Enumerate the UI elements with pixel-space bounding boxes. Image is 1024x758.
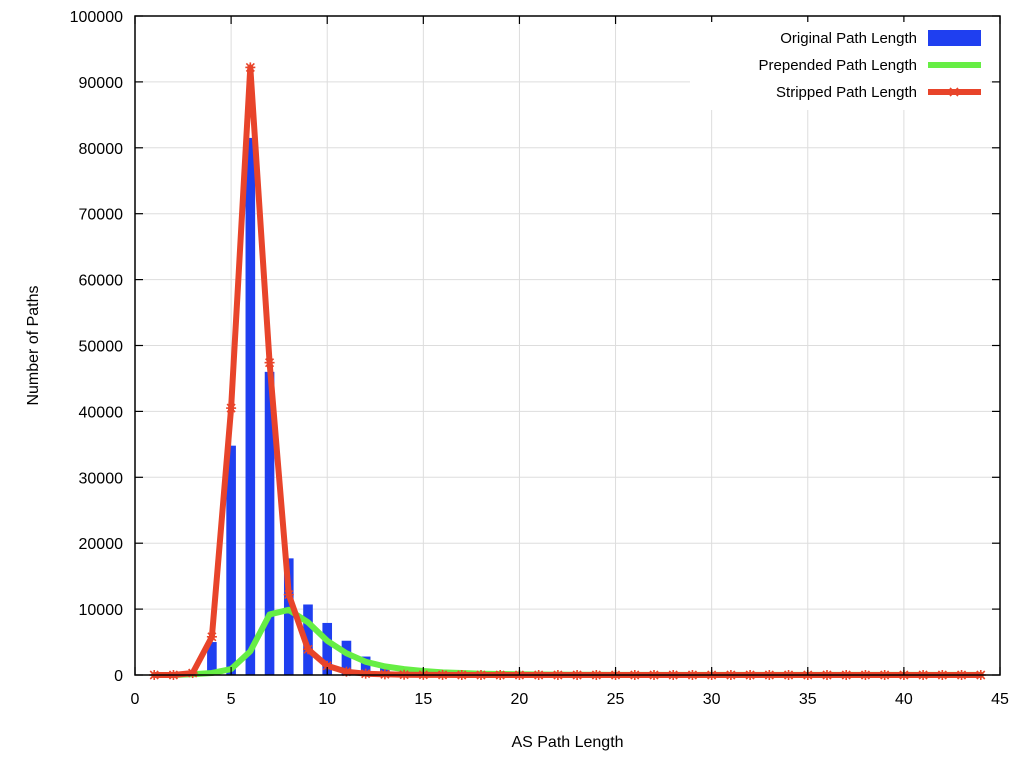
x-tick-label: 15	[414, 691, 432, 708]
x-tick-label: 20	[511, 691, 529, 708]
stripped-path-marker	[264, 357, 275, 368]
x-tick-label: 10	[318, 691, 336, 708]
x-tick-label: 25	[607, 691, 625, 708]
y-tick-label: 80000	[79, 141, 124, 158]
stripped-path-marker	[245, 62, 256, 73]
stripped-path-marker	[322, 660, 333, 671]
y-tick-label: 30000	[79, 470, 124, 487]
legend-swatch-marker	[949, 87, 959, 97]
bar-original-path-length	[303, 604, 313, 675]
stripped-path-marker	[187, 668, 198, 679]
stripped-path-marker	[360, 668, 371, 679]
bar-original-path-length	[322, 622, 333, 675]
legend-label: Prepended Path Length	[759, 57, 917, 74]
axis-ticks: 0 5 10 15 20 25 30 35 40 45 0 10000 20000 30000 40000 5…	[70, 9, 1009, 708]
line-stripped-path-length	[151, 64, 984, 678]
y-tick-label: 20000	[79, 536, 124, 553]
x-axis-title: AS Path Length	[511, 734, 623, 751]
bar-original-path-length	[360, 656, 371, 675]
x-tick-label: 0	[131, 691, 140, 708]
y-tick-label: 0	[114, 668, 123, 685]
bar-original-path-length	[341, 640, 352, 675]
bar-original-path-length	[226, 445, 236, 675]
y-tick-label: 70000	[79, 207, 124, 224]
x-tick-label: 30	[703, 691, 721, 708]
x-tick-label: 5	[227, 691, 236, 708]
stripped-path-marker	[283, 589, 294, 600]
stripped-path-marker	[206, 631, 217, 642]
y-tick-label: 10000	[79, 602, 124, 619]
legend-label: Stripped Path Length	[776, 84, 917, 101]
bar-original-path-length	[245, 137, 256, 676]
legend: Original Path Length Prepended Path Lengt…	[690, 22, 990, 110]
bar-original-path-length	[283, 558, 294, 675]
legend-swatch-bar	[928, 30, 981, 46]
y-tick-label: 60000	[79, 273, 124, 290]
line-series-layer	[149, 62, 986, 680]
x-tick-label: 40	[895, 691, 913, 708]
stripped-path-marker	[303, 644, 313, 655]
y-axis-title: Number of Paths	[25, 285, 42, 405]
x-tick-label: 45	[991, 691, 1009, 708]
bar-original-path-length	[264, 371, 275, 675]
y-tick-label: 100000	[70, 9, 123, 26]
bar-series-original	[187, 137, 525, 676]
bar-original-path-length	[207, 642, 217, 675]
line-prepended-path-length	[151, 606, 984, 678]
legend-label: Original Path Length	[780, 30, 917, 47]
y-tick-label: 50000	[79, 339, 124, 356]
y-tick-label: 40000	[79, 404, 124, 421]
y-tick-label: 90000	[79, 75, 124, 92]
stripped-path-marker	[226, 403, 237, 414]
x-tick-label: 35	[799, 691, 817, 708]
